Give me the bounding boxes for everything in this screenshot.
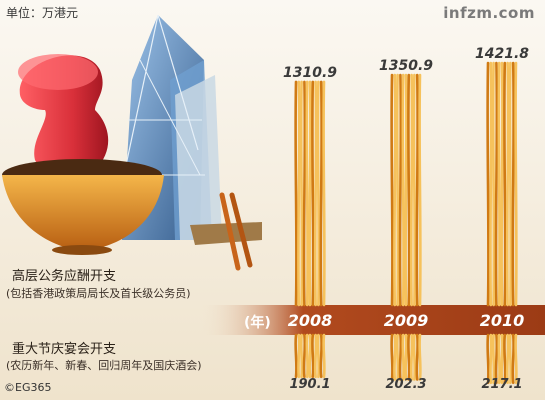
noodle-strand	[398, 73, 403, 307]
brand-watermark: infzm.com	[443, 4, 535, 22]
noodle-strand	[497, 61, 501, 307]
noodle-strand	[395, 333, 400, 381]
noodle-strand	[404, 73, 408, 307]
noodle-strand	[305, 80, 309, 307]
series-note-top: (包括香港政策局局长及首长级公务员)	[6, 287, 191, 300]
top-bar-2010	[486, 61, 518, 307]
top-bar-2009	[390, 73, 422, 307]
top-value-label: 1350.9	[379, 58, 433, 74]
noodle-strand	[500, 333, 504, 385]
noodle-strand	[409, 333, 414, 381]
noodle-strand	[313, 80, 318, 307]
year-label: 2010	[480, 311, 525, 330]
noodle-strand	[486, 61, 490, 307]
top-value-label: 1421.8	[475, 46, 529, 62]
top-bar-2008	[294, 80, 326, 307]
noodle-strand	[494, 61, 499, 307]
noodle-strand	[404, 333, 408, 381]
noodle-strand	[294, 333, 298, 379]
bottom-bar-2009	[390, 333, 422, 381]
noodle-strand	[503, 333, 507, 385]
chopsticks-illustration	[190, 192, 262, 271]
series-label-bottom: 重大节庆宴会开支	[12, 342, 117, 357]
noodle-strand	[311, 333, 315, 379]
noodle-strand	[297, 333, 301, 379]
year-label: 2008	[288, 311, 333, 330]
noodle-strand	[319, 333, 323, 379]
noodle-strand	[297, 80, 301, 307]
noodle-strand	[322, 333, 326, 379]
noodle-strand	[308, 80, 312, 307]
noodle-strand	[407, 73, 411, 307]
credit-text: ©EG365	[4, 381, 52, 394]
noodle-strand	[497, 333, 501, 385]
bottom-value-label: 217.1	[481, 377, 522, 392]
noodle-strand	[322, 80, 326, 307]
noodle-strand	[418, 73, 422, 307]
bar-group-2008: 1310.9 190.1 2008	[283, 65, 337, 392]
bottom-bar-2010	[486, 333, 518, 385]
bar-group-2010: 1421.8 217.1 2010	[475, 46, 529, 392]
noodle-strand	[514, 333, 518, 385]
noodle-strand	[511, 61, 515, 307]
noodle-strand	[302, 333, 307, 379]
noodle-strand	[308, 333, 312, 379]
noodle-strand	[508, 333, 513, 385]
series-note-bottom: (农历新年、新春、回归周年及国庆酒会)	[6, 359, 202, 372]
noodle-strand	[390, 333, 394, 381]
noodle-bar-chart: 1310.9 190.1 2008 1350.9 202.3 2009 1421.8 217.…	[283, 46, 529, 392]
noodle-strand	[418, 333, 422, 381]
noodle-strand	[494, 333, 499, 385]
noodle-strand	[511, 333, 515, 385]
noodle-strand	[508, 61, 513, 307]
noodle-strand	[505, 61, 510, 307]
noodle-strand	[299, 333, 304, 379]
year-label: 2009	[384, 311, 429, 330]
bottom-value-label: 202.3	[385, 377, 426, 392]
noodle-strand	[390, 73, 394, 307]
noodle-strand	[505, 333, 510, 385]
noodle-strand	[489, 61, 493, 307]
noodle-strand	[302, 80, 307, 307]
noodle-strand	[319, 80, 323, 307]
bottom-bar-2008	[294, 333, 326, 379]
top-value-label: 1310.9	[283, 65, 337, 81]
noodle-strand	[415, 73, 419, 307]
noodle-strand	[401, 333, 405, 381]
unit-label: 单位：万港元	[6, 6, 79, 20]
noodle-strand	[398, 333, 403, 381]
noodle-strand	[393, 73, 397, 307]
noodle-strand	[486, 333, 490, 385]
bottom-value-label: 190.1	[289, 377, 330, 392]
noodle-strand	[316, 333, 321, 379]
noodle-strand	[412, 333, 417, 381]
year-band	[200, 305, 545, 335]
noodle-strand	[393, 333, 397, 381]
noodle-strand	[294, 80, 298, 307]
noodle-strand	[305, 333, 309, 379]
year-unit-label: (年)	[244, 315, 271, 331]
noodle-strand	[299, 80, 304, 307]
noodle-strand	[500, 61, 504, 307]
noodle-strand	[491, 333, 496, 385]
noodle-strand	[503, 61, 507, 307]
noodle-strand	[316, 80, 321, 307]
noodle-strand	[415, 333, 419, 381]
bowl-illustration	[2, 159, 164, 255]
noodle-strand	[313, 333, 318, 379]
noodle-strand	[489, 333, 493, 385]
noodle-strand	[491, 61, 496, 307]
noodle-strand	[514, 61, 518, 307]
noodle-strand	[407, 333, 411, 381]
series-label-top: 高层公务应酬开支	[12, 269, 117, 284]
red-cup-illustration	[18, 54, 109, 179]
noodle-strand	[412, 73, 417, 307]
bar-group-2009: 1350.9 202.3 2009	[379, 58, 433, 392]
noodle-strand	[409, 73, 414, 307]
noodle-strand	[311, 80, 315, 307]
noodle-strand	[395, 73, 400, 307]
noodle-strand	[401, 73, 405, 307]
